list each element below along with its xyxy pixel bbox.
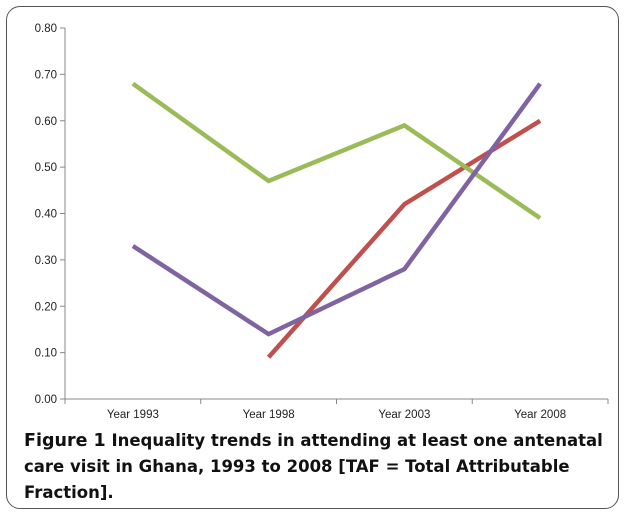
- x-tick-label: Year 2003: [378, 409, 430, 421]
- figure-caption: Figure 1 Inequality trends in attending …: [24, 428, 614, 506]
- x-tick-label: Year 1993: [107, 409, 159, 421]
- figure-frame: [6, 6, 619, 509]
- figure-caption-text: Inequality trends in attending at least …: [24, 431, 603, 502]
- y-tick-label: 0.10: [35, 348, 57, 360]
- y-tick-label: 0.80: [35, 23, 57, 35]
- figure-label: Figure 1: [24, 431, 106, 451]
- y-tick-label: 0.60: [35, 116, 57, 128]
- series-line-income: [266, 118, 542, 359]
- line-chart: 0.00 0.10 0.20 0.30 0.40 0.50 0.60 0.70 0.80 Year…: [35, 23, 609, 421]
- series-line-parity: [131, 82, 542, 337]
- x-tick-label: Year 1998: [243, 409, 295, 421]
- y-tick-label: 0.70: [35, 69, 57, 81]
- y-tick-label: 0.40: [35, 209, 57, 221]
- series-line-residence: [131, 81, 542, 220]
- y-tick-label: 0.20: [35, 301, 57, 313]
- y-tick-label: 0.30: [35, 255, 57, 267]
- y-tick-label: 0.00: [35, 394, 57, 406]
- x-tick-label: Year 2008: [514, 409, 566, 421]
- y-tick-label: 0.50: [35, 162, 57, 174]
